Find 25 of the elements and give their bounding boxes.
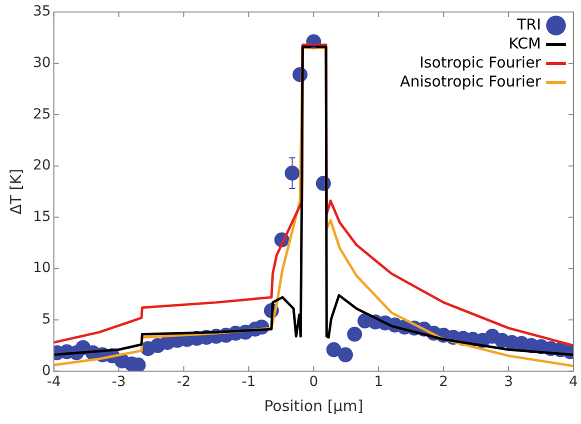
x-tick-label: 0: [309, 374, 318, 390]
legend-label: TRI: [516, 15, 541, 34]
y-tick-label: 30: [32, 54, 51, 71]
x-tick-label: -1: [242, 374, 256, 390]
point: [284, 166, 300, 181]
x-tick-label: 4: [569, 374, 578, 390]
x-axis-title: Position [µm]: [264, 396, 364, 415]
y-axis-title: ΔT [K]: [6, 168, 25, 214]
y-tick-label: 5: [42, 312, 51, 328]
x-tick-label: 1: [374, 374, 384, 390]
y-tick-label: 20: [32, 158, 51, 174]
point: [347, 326, 362, 342]
y-tick-label: 15: [32, 208, 51, 225]
legend-label: KCM: [508, 34, 541, 52]
y-tick-label: 10: [32, 260, 51, 276]
legend-label: Isotropic Fourier: [419, 53, 542, 72]
x-tick-label: 2: [439, 374, 448, 390]
x-tick-label: -3: [112, 374, 126, 390]
legend-label: Anisotropic Fourier: [400, 72, 542, 90]
y-tick-label: 25: [32, 106, 51, 122]
y-tick-label: 35: [32, 4, 51, 20]
point: [326, 342, 342, 358]
point: [338, 347, 353, 362]
x-tick-label: -2: [176, 374, 191, 390]
x-tick-label: 3: [504, 374, 513, 390]
